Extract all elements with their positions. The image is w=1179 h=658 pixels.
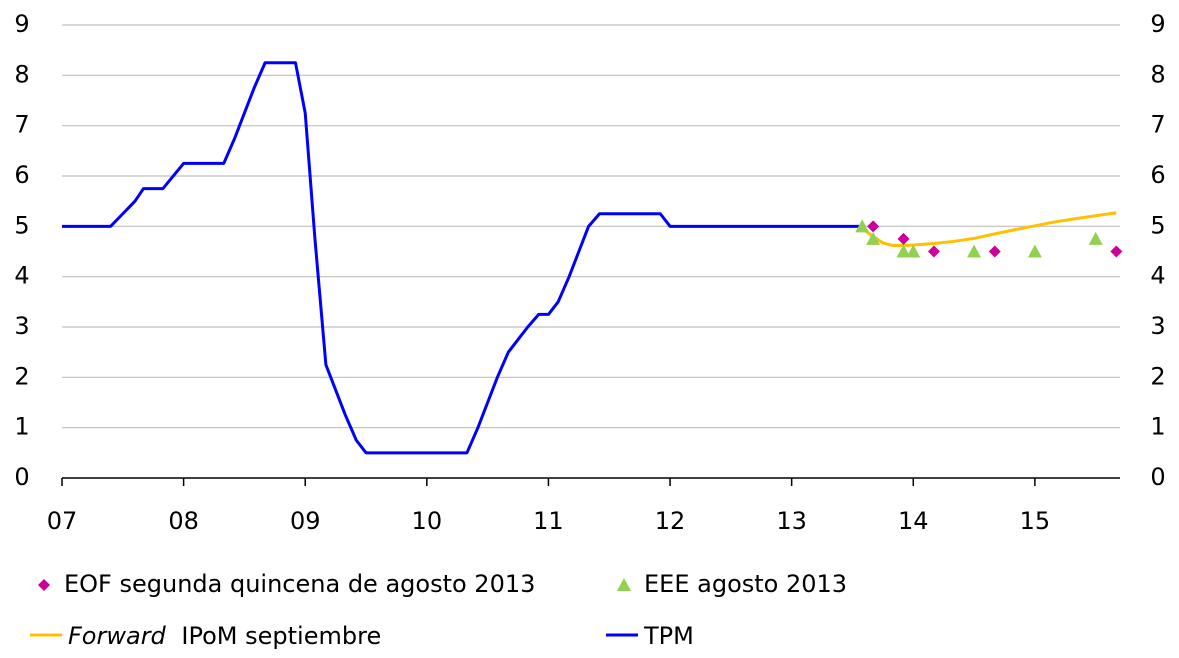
triangle-marker [1088,231,1103,245]
y-tick-label: 0 [14,463,29,491]
legend-item: Forward IPoM septiembre [30,622,381,650]
diamond-marker [867,220,880,233]
legend-item: EOF segunda quincena de agosto 2013 [38,570,535,598]
triangle-marker [906,244,921,258]
x-tick-label: 15 [1020,507,1051,535]
y-tick-label: 9 [14,10,29,38]
x-tick-label: 13 [776,507,807,535]
y-tick-label: 7 [14,111,29,139]
y-tick-label-right: 9 [1150,10,1165,38]
y-tick-label-right: 3 [1150,312,1165,340]
x-tick-label: 12 [655,507,686,535]
y-tick-label: 4 [14,262,29,290]
diamond-marker [38,579,50,591]
x-tick-label: 11 [533,507,564,535]
y-tick-label: 8 [14,60,29,88]
triangle-marker [855,219,870,233]
y-tick-label: 5 [14,211,29,239]
legend-label: EEE agosto 2013 [644,570,847,598]
legend-item: TPM [606,622,694,650]
y-tick-label-right: 0 [1150,463,1165,491]
triangle-marker [1027,244,1042,258]
y-tick-label-right: 8 [1150,60,1165,88]
y-tick-label-right: 4 [1150,262,1165,290]
y-tick-label: 3 [14,312,29,340]
diamond-marker [988,245,1001,258]
series-line [861,211,1117,247]
series-line [62,61,863,455]
diamond-marker [897,232,910,245]
x-tick-label: 10 [412,507,443,535]
legend-label: TPM [643,622,694,650]
x-tick-label: 08 [168,507,199,535]
x-tick-label: 14 [898,507,929,535]
y-tick-label-right: 5 [1150,211,1165,239]
diamond-marker [1110,245,1123,258]
triangle-marker [967,244,982,258]
x-tick-label: 09 [290,507,321,535]
y-tick-label-right: 1 [1150,413,1165,441]
triangle-marker [896,244,911,258]
legend-label: Forward IPoM septiembre [68,622,381,650]
y-tick-label: 2 [14,362,29,390]
diamond-marker [927,245,940,258]
x-tick-label: 07 [47,507,78,535]
legend-label: EOF segunda quincena de agosto 2013 [64,570,535,598]
y-tick-label-right: 6 [1150,161,1165,189]
y-tick-label: 6 [14,161,29,189]
y-tick-label-right: 2 [1150,362,1165,390]
legend-item: EEE agosto 2013 [617,570,847,598]
triangle-marker [866,231,881,245]
y-tick-label: 1 [14,413,29,441]
y-tick-label-right: 7 [1150,111,1165,139]
triangle-marker [617,578,631,591]
